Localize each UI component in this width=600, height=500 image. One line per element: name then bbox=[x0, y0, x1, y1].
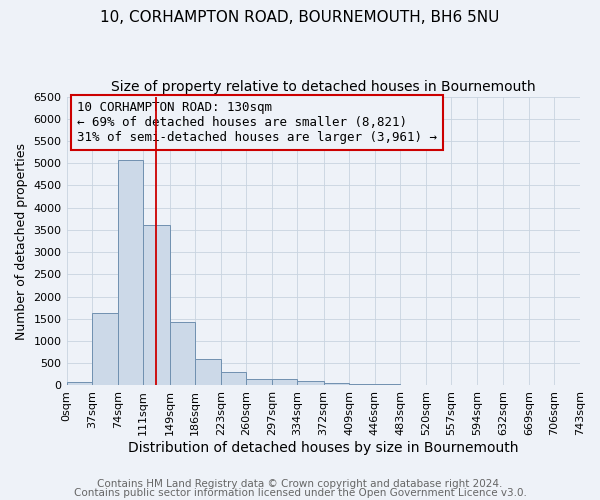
Bar bbox=[170, 322, 195, 386]
Text: Contains HM Land Registry data © Crown copyright and database right 2024.: Contains HM Land Registry data © Crown c… bbox=[97, 479, 503, 489]
Bar bbox=[349, 384, 375, 386]
Bar bbox=[92, 313, 118, 386]
Text: 10 CORHAMPTON ROAD: 130sqm
← 69% of detached houses are smaller (8,821)
31% of s: 10 CORHAMPTON ROAD: 130sqm ← 69% of deta… bbox=[77, 101, 437, 144]
X-axis label: Distribution of detached houses by size in Bournemouth: Distribution of detached houses by size … bbox=[128, 441, 518, 455]
Bar bbox=[221, 372, 246, 386]
Title: Size of property relative to detached houses in Bournemouth: Size of property relative to detached ho… bbox=[111, 80, 536, 94]
Bar bbox=[323, 383, 349, 386]
Bar bbox=[118, 160, 143, 386]
Bar bbox=[298, 381, 323, 386]
Bar bbox=[67, 382, 92, 386]
Bar bbox=[246, 379, 272, 386]
Text: 10, CORHAMPTON ROAD, BOURNEMOUTH, BH6 5NU: 10, CORHAMPTON ROAD, BOURNEMOUTH, BH6 5N… bbox=[100, 10, 500, 25]
Y-axis label: Number of detached properties: Number of detached properties bbox=[15, 142, 28, 340]
Bar bbox=[272, 379, 298, 386]
Bar bbox=[143, 226, 170, 386]
Text: Contains public sector information licensed under the Open Government Licence v3: Contains public sector information licen… bbox=[74, 488, 526, 498]
Bar bbox=[375, 384, 400, 386]
Bar bbox=[195, 359, 221, 386]
